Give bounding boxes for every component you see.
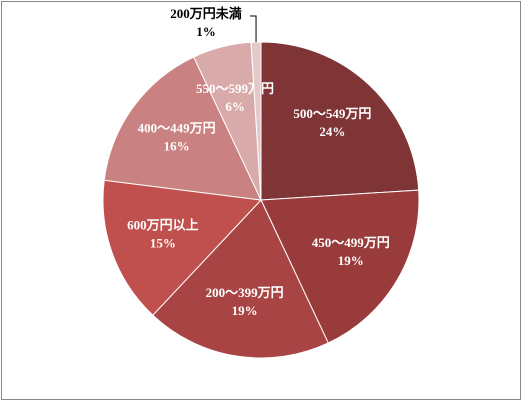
pie-slice	[260, 41, 420, 201]
slice-value-label: 24%	[319, 124, 345, 139]
slice-value-label: 1%	[196, 24, 216, 39]
pie-slice	[102, 179, 263, 316]
pie-slice	[152, 199, 329, 359]
slice-label: 200～399万円	[206, 285, 284, 300]
slice-label: 550～599万円	[196, 81, 274, 96]
slice-value-label: 16%	[164, 139, 190, 154]
leader-line	[250, 15, 257, 43]
slice-value-label: 19%	[232, 303, 258, 318]
slice-label: 500～549万円	[293, 106, 371, 121]
slice-value-label: 15%	[150, 235, 176, 250]
slice-value-label: 6%	[225, 99, 245, 114]
slice-value-label: 19%	[338, 253, 364, 268]
pie-slice	[260, 189, 420, 344]
pie-slice	[103, 56, 262, 201]
slice-label: 600万円以上	[127, 217, 199, 232]
slice-label: 400～449万円	[138, 121, 216, 136]
pie-slice	[250, 41, 262, 201]
slice-label: 200万円未満	[170, 6, 242, 21]
slice-label: 450～499万円	[312, 235, 390, 250]
